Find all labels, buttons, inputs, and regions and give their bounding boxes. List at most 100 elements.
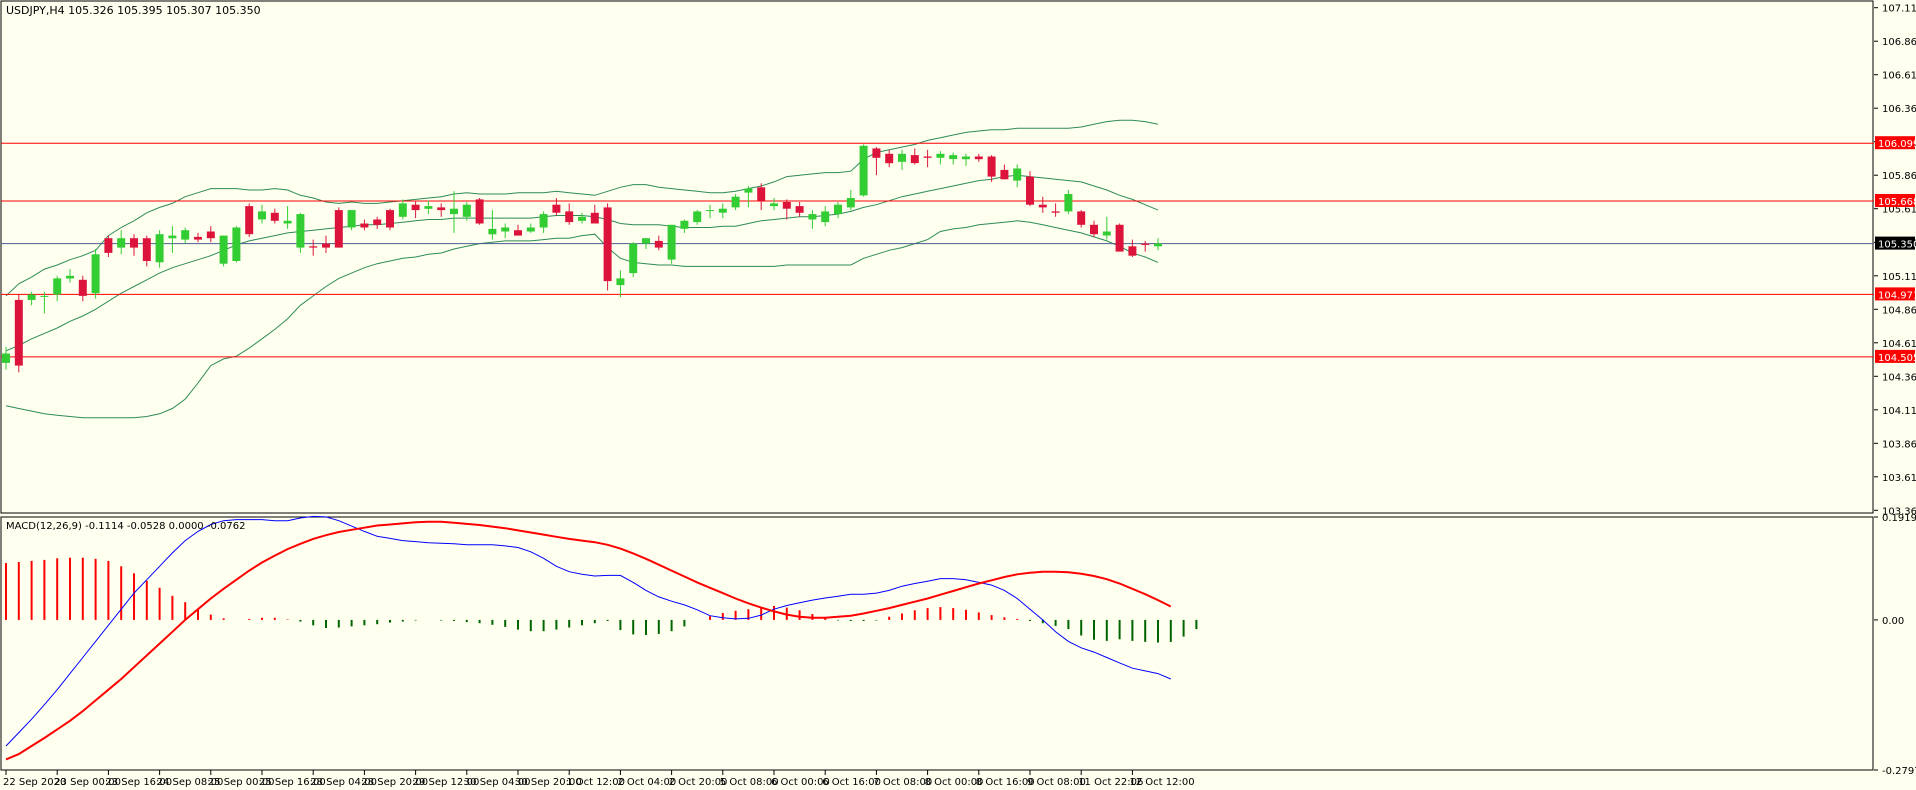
time-tick-label: 2 Oct 04:00 xyxy=(617,777,676,788)
bullish-candle xyxy=(296,214,305,248)
bullish-candle xyxy=(283,220,292,224)
bearish-candle xyxy=(654,240,663,248)
bollinger-upper-band xyxy=(5,119,1159,297)
time-tick-label: 9 Oct 08:00 xyxy=(1027,777,1086,788)
bullish-candle xyxy=(949,155,958,160)
bullish-candle xyxy=(962,156,970,160)
price-tick-label: 106.860 xyxy=(1882,37,1916,48)
bullish-candle xyxy=(936,153,945,158)
bullish-candle xyxy=(770,203,778,207)
bearish-candle xyxy=(552,204,561,213)
bearish-candle xyxy=(757,187,766,201)
bearish-candle xyxy=(1128,246,1137,256)
bearish-candle xyxy=(885,153,894,164)
bullish-candle xyxy=(526,227,535,232)
time-tick-label: 23 Sep 00:00 xyxy=(54,777,121,788)
bullish-candle xyxy=(1102,231,1111,236)
bullish-candle xyxy=(232,227,241,261)
macd-tick-label: 0.00 xyxy=(1882,616,1904,627)
price-tick-label: 104.360 xyxy=(1882,372,1916,383)
main-panel-frame xyxy=(0,0,1874,514)
level-price-label: 105.668 xyxy=(1878,197,1916,208)
price-tick-label: 103.360 xyxy=(1882,506,1916,517)
bearish-candle xyxy=(322,243,330,248)
macd-panel-frame xyxy=(0,516,1874,771)
time-tick-label: 5 Oct 08:00 xyxy=(720,777,779,788)
bearish-candle xyxy=(194,236,202,240)
bearish-candle xyxy=(309,246,318,248)
bearish-candle xyxy=(386,210,394,228)
bullish-candle xyxy=(1064,194,1073,212)
bullish-candle xyxy=(667,224,676,260)
time-tick-label: 8 Oct 00:00 xyxy=(925,777,984,788)
bearish-candle xyxy=(14,299,23,366)
bullish-candle xyxy=(155,234,164,263)
bearish-candle xyxy=(1077,211,1086,225)
level-price-label-box xyxy=(1875,349,1915,363)
bid-price-label-box xyxy=(1875,236,1915,250)
price-tick-label: 104.110 xyxy=(1882,406,1916,417)
time-tick-label: 25 Sep 16:00 xyxy=(259,777,326,788)
time-tick-label: 28 Sep 20:00 xyxy=(361,777,428,788)
price-tick-label: 106.610 xyxy=(1882,71,1916,82)
time-tick-label: 8 Oct 16:00 xyxy=(976,777,1035,788)
price-tick-label: 103.860 xyxy=(1882,439,1916,450)
bearish-candle xyxy=(1090,224,1098,235)
level-price-label: 104.505 xyxy=(1878,353,1916,364)
bearish-candle xyxy=(334,210,343,248)
bollinger-lower-band xyxy=(5,220,1159,419)
bullish-candle xyxy=(181,230,190,240)
bearish-candle xyxy=(78,279,87,296)
bullish-candle xyxy=(462,204,471,217)
bearish-candle xyxy=(104,238,113,253)
bullish-candle xyxy=(744,188,753,193)
bullish-candle xyxy=(731,196,740,208)
bearish-candle xyxy=(1141,243,1150,245)
price-tick-label: 104.860 xyxy=(1882,305,1916,316)
time-tick-label: 30 Sep 20:00 xyxy=(515,777,582,788)
bullish-candle xyxy=(347,210,356,228)
time-tick-label: 25 Sep 00:00 xyxy=(208,777,275,788)
bullish-candle xyxy=(706,210,714,212)
time-tick-label: 22 Sep 2020 xyxy=(3,777,66,788)
bullish-candle xyxy=(91,254,100,294)
bearish-candle xyxy=(795,206,804,213)
bullish-candle xyxy=(27,294,36,300)
time-tick-label: 30 Sep 04:00 xyxy=(464,777,531,788)
bullish-candle xyxy=(859,145,868,196)
bullish-candle xyxy=(117,238,126,248)
bullish-candle xyxy=(53,278,62,295)
time-tick-label: 24 Sep 08:00 xyxy=(157,777,224,788)
bullish-candle xyxy=(66,275,74,279)
bearish-candle xyxy=(1115,224,1124,252)
time-tick-label: 6 Oct 16:00 xyxy=(822,777,881,788)
bullish-candle xyxy=(629,243,638,274)
bullish-candle xyxy=(808,214,817,220)
bullish-candle xyxy=(40,295,49,297)
axis-layers: 107.110106.860106.610106.360106.110105.8… xyxy=(3,4,1916,788)
time-tick-label: 23 Sep 16:00 xyxy=(105,777,172,788)
bearish-candle xyxy=(872,148,881,158)
bullish-candle xyxy=(616,278,625,286)
bearish-candle xyxy=(130,238,138,248)
level-price-label-box xyxy=(1875,194,1915,207)
price-tick-label: 103.610 xyxy=(1882,473,1916,484)
bearish-candle xyxy=(142,238,151,261)
bullish-candle xyxy=(168,235,177,239)
price-tick-label: 105.860 xyxy=(1882,171,1916,182)
main-price-layers xyxy=(1,119,1874,419)
price-tick-label: 105.110 xyxy=(1882,272,1916,283)
bullish-candle xyxy=(821,211,830,223)
bullish-candle xyxy=(539,214,548,228)
price-tick-label: 104.610 xyxy=(1882,339,1916,350)
macd-tick-label: -0.2797 xyxy=(1882,766,1916,777)
bearish-candle xyxy=(514,230,522,236)
bullish-candle xyxy=(642,238,650,244)
time-tick-label: 28 Sep 04:00 xyxy=(310,777,377,788)
bullish-candle xyxy=(2,353,10,363)
bearish-candle xyxy=(987,156,996,177)
macd-signal-line xyxy=(5,520,1172,761)
level-price-label: 104.971 xyxy=(1878,290,1916,301)
